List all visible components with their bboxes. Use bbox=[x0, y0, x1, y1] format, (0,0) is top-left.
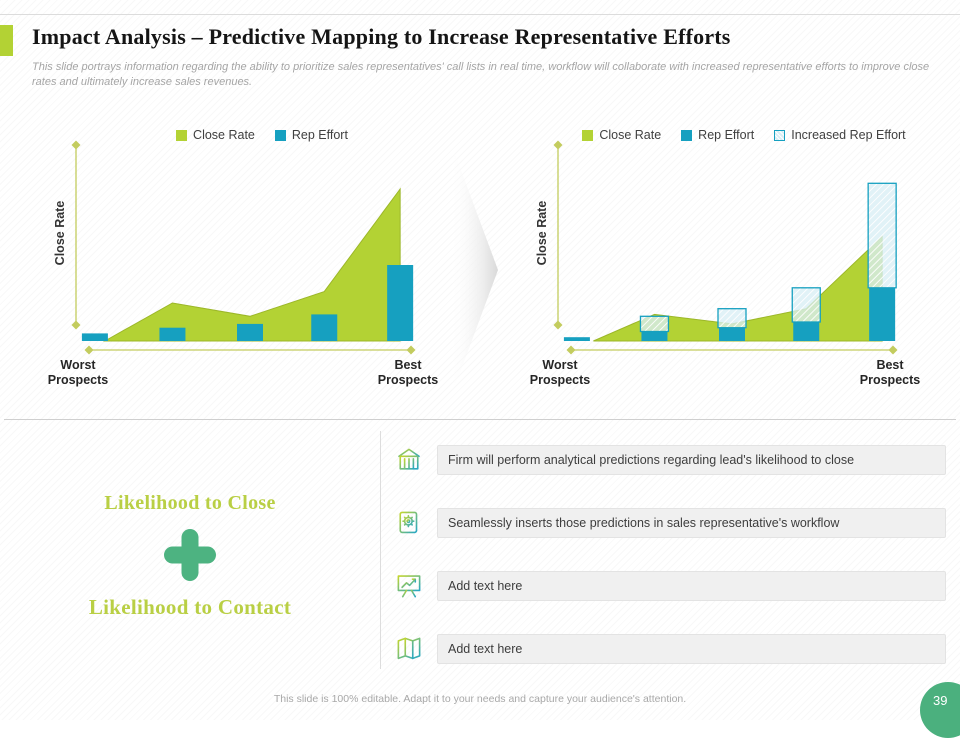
top-border-line bbox=[0, 14, 960, 15]
map-icon bbox=[394, 634, 424, 664]
legend-item-close-rate: Close Rate bbox=[176, 128, 255, 142]
presentation-chart-icon bbox=[394, 571, 424, 601]
chart-close-rate-vs-increased-rep-effort: Close Rate Rep Effort Increased Rep Effo… bbox=[518, 125, 960, 403]
y-axis-label: Close Rate bbox=[535, 200, 549, 266]
legend-label: Close Rate bbox=[599, 128, 662, 142]
legend-item-close-rate: Close Rate bbox=[582, 128, 661, 142]
info-text-box[interactable]: Add text here bbox=[437, 571, 946, 601]
x-axis-start-label: Worst Prospects bbox=[47, 358, 109, 387]
legend-label: Rep Effort bbox=[291, 128, 348, 142]
chart-plot-area bbox=[71, 140, 416, 355]
plus-icon bbox=[164, 529, 216, 581]
chart-plot-area bbox=[553, 140, 898, 355]
page-number: 39 bbox=[933, 693, 948, 708]
info-row-add-text-2: Add text here bbox=[394, 633, 946, 665]
legend-item-rep-effort: Rep Effort bbox=[681, 128, 754, 142]
x-axis-start-label: Worst Prospects bbox=[529, 358, 591, 387]
horizontal-divider bbox=[4, 419, 956, 420]
likelihood-panel: Likelihood to Close Likelihood to Contac… bbox=[0, 438, 380, 673]
close-rate-swatch-icon bbox=[176, 129, 188, 141]
info-row-add-text-1: Add text here bbox=[394, 570, 946, 602]
legend-label: Rep Effort bbox=[698, 128, 755, 142]
firm-analytics-icon bbox=[394, 445, 424, 475]
info-text-box[interactable]: Firm will perform analytical predictions… bbox=[437, 445, 946, 475]
info-row-workflow: Seamlessly inserts those predictions in … bbox=[394, 507, 946, 539]
legend-label: Close Rate bbox=[193, 128, 255, 142]
likelihood-to-contact-label: Likelihood to Contact bbox=[88, 594, 292, 619]
vertical-divider bbox=[380, 431, 381, 669]
y-axis-label: Close Rate bbox=[53, 200, 67, 266]
info-text-box[interactable]: Seamlessly inserts those predictions in … bbox=[437, 508, 946, 538]
legend-label: Increased Rep Effort bbox=[791, 128, 906, 142]
info-text-box[interactable]: Add text here bbox=[437, 634, 946, 664]
workflow-gear-icon bbox=[394, 508, 424, 538]
legend-item-rep-effort: Rep Effort bbox=[274, 128, 348, 142]
slide-description: This slide portrays information regardin… bbox=[32, 61, 930, 88]
chart-close-rate-vs-rep-effort: Close Rate Rep Effort Close Rate Worst P… bbox=[36, 125, 488, 403]
legend-item-increased-rep-effort: Increased Rep Effort bbox=[774, 128, 906, 142]
transition-arrow bbox=[452, 146, 498, 394]
page-number-badge: 39 bbox=[920, 682, 960, 738]
info-row-predictions: Firm will perform analytical predictions… bbox=[394, 444, 946, 476]
x-axis-end-label: Best Prospects bbox=[377, 358, 439, 387]
title-accent-bar bbox=[0, 25, 13, 56]
close-rate-swatch-icon bbox=[582, 129, 594, 141]
chart-legend: Close Rate Rep Effort bbox=[36, 128, 488, 142]
page-title: Impact Analysis – Predictive Mapping to … bbox=[32, 24, 731, 49]
chart-legend: Close Rate Rep Effort Increased Rep Effo… bbox=[518, 128, 960, 142]
rep-effort-swatch-icon bbox=[274, 129, 286, 141]
increased-rep-effort-swatch-icon bbox=[774, 129, 786, 141]
footer-note: This slide is 100% editable. Adapt it to… bbox=[273, 693, 687, 705]
x-axis-end-label: Best Prospects bbox=[859, 358, 921, 387]
rep-effort-swatch-icon bbox=[681, 129, 693, 141]
likelihood-to-close-label: Likelihood to Close bbox=[104, 491, 276, 514]
